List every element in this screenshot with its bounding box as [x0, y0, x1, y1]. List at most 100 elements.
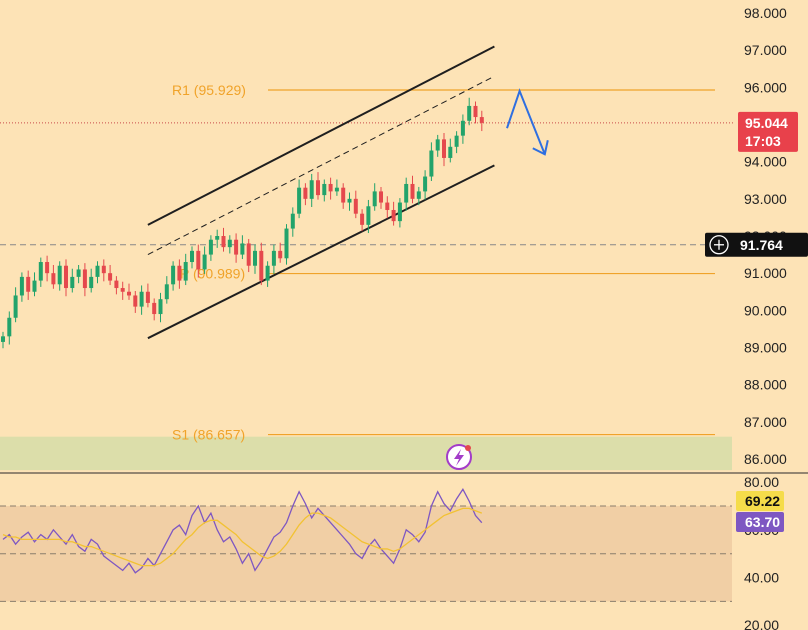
candle-body: [127, 291, 131, 296]
candle-body: [328, 183, 333, 192]
candle-body: [429, 150, 434, 177]
candle-body: [473, 105, 478, 118]
candle-body: [76, 269, 81, 277]
candle-body: [234, 239, 239, 255]
candle-body: [101, 265, 106, 274]
candle-body: [145, 291, 150, 303]
candle-body: [171, 265, 176, 285]
candle-body: [51, 273, 56, 285]
candle-body: [133, 295, 138, 307]
rsi-value: 63.70: [745, 514, 780, 530]
candle-body: [271, 250, 276, 266]
candle-body: [89, 276, 94, 289]
candle-body: [448, 146, 453, 158]
channel-upper-line[interactable]: [147, 45, 495, 226]
candle-body: [64, 265, 68, 289]
candle-body: [215, 236, 220, 240]
candle-body: [341, 187, 346, 203]
rsi-line: [2, 488, 483, 574]
candle-body: [32, 280, 37, 292]
y-tick-label: 90.000: [744, 302, 787, 318]
candle-body: [13, 295, 18, 318]
candle-body: [57, 265, 62, 285]
candle-body: [309, 180, 314, 199]
candle-body: [479, 117, 484, 123]
rsi-y-tick-label: 20.00: [744, 617, 779, 630]
y-tick-label: 97.000: [744, 42, 787, 58]
candle-body: [221, 236, 226, 248]
candle-body: [297, 187, 302, 214]
candle-body: [38, 262, 43, 281]
candle-body: [158, 299, 163, 315]
channel-lower-line[interactable]: [147, 164, 495, 340]
candle-body: [397, 202, 402, 222]
candle-body: [385, 202, 390, 210]
candle-body: [460, 120, 465, 136]
candle-body: [208, 239, 213, 255]
candle-body: [454, 135, 459, 147]
candle-body: [19, 276, 24, 296]
y-tick-label: 89.000: [744, 339, 787, 355]
level-label-p: P (90.989): [180, 266, 245, 282]
candle-body: [177, 265, 182, 281]
candle-body: [372, 191, 377, 207]
candle-body: [139, 291, 144, 307]
y-tick-label: 87.000: [744, 414, 787, 430]
y-tick-label: 98.000: [744, 5, 787, 21]
y-tick-label: 94.000: [744, 154, 787, 170]
candle-body: [26, 276, 31, 292]
rsi-y-tick-label: 80.00: [744, 474, 779, 490]
candle-body: [404, 183, 409, 203]
y-tick-label: 88.000: [744, 377, 787, 393]
candle-body: [253, 250, 257, 266]
candle-body: [227, 239, 232, 248]
channel-middle-line[interactable]: [147, 75, 495, 256]
candle-body: [95, 265, 100, 277]
level-label-s1: S1 (86.657): [172, 427, 245, 443]
y-tick-label: 86.000: [744, 451, 787, 467]
candle-body: [467, 105, 472, 121]
candle-body: [82, 269, 87, 289]
candle-body: [442, 139, 446, 158]
demand-zone: [0, 436, 732, 471]
y-tick-label: 91.000: [744, 265, 787, 281]
candle-body: [202, 254, 207, 270]
current-price-label: 95.044: [745, 115, 788, 131]
projection-arrowhead: [532, 140, 549, 156]
candle-body: [164, 284, 169, 300]
candle-body: [303, 187, 308, 199]
candle-body: [360, 213, 365, 225]
candle-body: [410, 183, 415, 199]
projection-path[interactable]: [506, 88, 546, 155]
candle-body: [265, 265, 270, 281]
candle-body: [416, 191, 421, 199]
candle-body: [196, 250, 201, 270]
candle-body: [152, 302, 157, 315]
notification-dot: [465, 445, 471, 451]
candle-body: [7, 317, 12, 337]
candle-body: [435, 139, 440, 151]
level-label-r1: R1 (95.929): [172, 82, 246, 98]
candle-body: [278, 250, 283, 259]
candle-body: [45, 262, 50, 274]
y-tick-label: 93.000: [744, 191, 787, 207]
rsi-y-tick-label: 40.00: [744, 570, 779, 586]
candle-body: [379, 191, 383, 203]
candle-body: [259, 250, 264, 281]
candle-body: [183, 262, 188, 281]
candle-body: [353, 198, 358, 214]
candle-body: [70, 276, 75, 289]
candle-body: [334, 187, 339, 192]
candle-body: [322, 183, 327, 196]
candle-body: [316, 180, 320, 196]
candle-body: [391, 209, 396, 222]
candle-body: [284, 228, 289, 259]
candle-body: [366, 206, 371, 225]
candle-body: [108, 273, 113, 281]
rsi-ma-badge: [736, 491, 784, 511]
rsi-value-badge: [736, 512, 784, 532]
rsi-ma-line: [2, 507, 483, 567]
plus-circle-icon[interactable]: [709, 235, 729, 255]
